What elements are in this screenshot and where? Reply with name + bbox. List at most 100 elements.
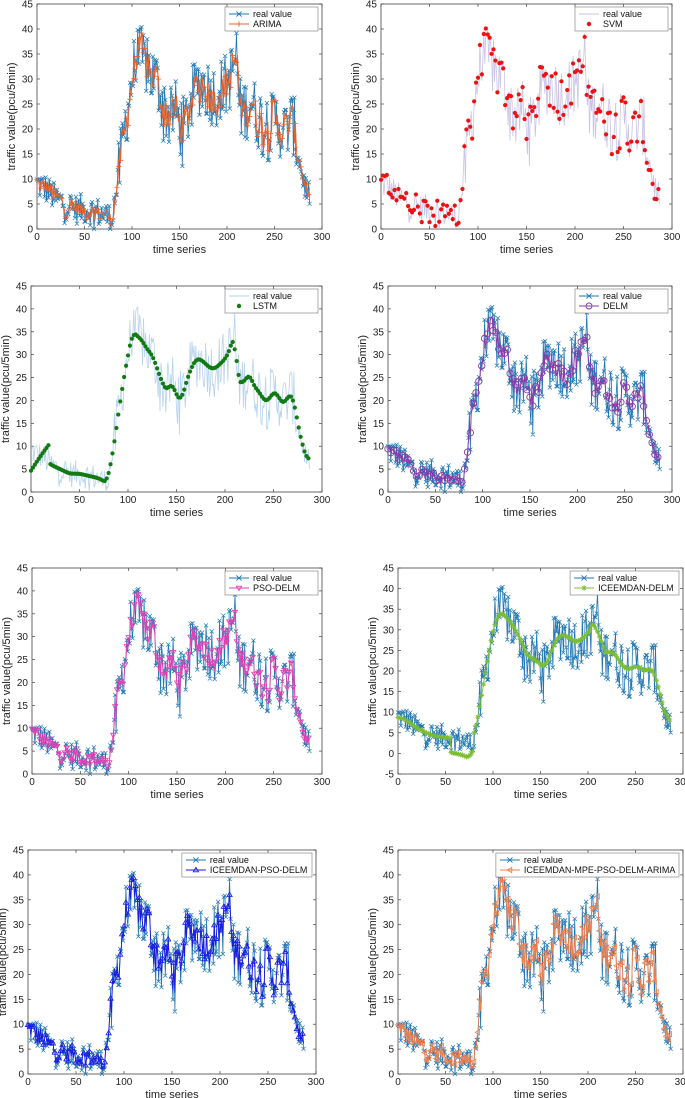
data-point — [438, 1042, 444, 1050]
data-point — [448, 207, 453, 213]
data-point — [440, 1048, 446, 1056]
data-point — [600, 97, 605, 102]
data-point — [564, 634, 570, 640]
data-point — [55, 752, 63, 758]
y-tick-label: 30 — [373, 350, 385, 361]
data-point — [551, 105, 556, 111]
data-point — [574, 68, 580, 73]
data-point — [138, 30, 145, 36]
data-point — [512, 110, 517, 116]
data-point — [494, 616, 500, 622]
data-point — [122, 899, 130, 905]
data-point — [466, 1055, 473, 1062]
data-point — [86, 762, 94, 768]
data-point — [149, 942, 157, 949]
data-point — [429, 469, 438, 477]
data-point — [456, 751, 462, 757]
data-point — [392, 187, 397, 193]
data-point — [600, 377, 608, 385]
legend-swatch-marker — [586, 21, 592, 27]
data-point — [501, 882, 507, 890]
x-tick-label: 50 — [74, 495, 86, 506]
data-point — [296, 158, 302, 164]
legend-swatch-marker — [585, 302, 593, 310]
data-point — [583, 333, 591, 341]
x-tick-label: 300 — [314, 777, 331, 788]
data-point — [114, 425, 119, 431]
data-point — [431, 733, 437, 739]
y-tick-label: 30 — [13, 920, 25, 931]
data-point — [433, 223, 438, 229]
data-point — [633, 110, 638, 115]
data-point — [509, 621, 515, 628]
data-point — [568, 367, 577, 375]
data-point — [233, 639, 241, 645]
legend-label: LSTM — [253, 301, 277, 311]
data-point — [214, 112, 221, 118]
y-tick-label: 35 — [366, 50, 378, 61]
data-point — [46, 443, 51, 448]
data-point — [610, 650, 616, 656]
y-axis-label: traffic value(pcu/5min) — [357, 335, 369, 443]
y-tick-label: 20 — [383, 667, 395, 678]
data-point — [662, 1033, 669, 1040]
data-point — [607, 110, 613, 115]
data-point — [135, 592, 142, 598]
data-point — [122, 374, 127, 380]
data-point — [532, 105, 537, 110]
data-point — [479, 72, 484, 77]
data-point — [659, 699, 665, 705]
data-point — [306, 191, 312, 197]
data-point — [232, 347, 237, 352]
x-tick-label: 100 — [116, 1077, 133, 1088]
legend-label: ICEEMDAN-DELM — [598, 583, 674, 593]
data-point — [187, 634, 194, 641]
data-point — [189, 364, 195, 370]
data-point — [121, 662, 129, 669]
data-point — [637, 382, 645, 390]
data-point — [126, 884, 134, 890]
data-point — [417, 211, 422, 216]
data-point — [580, 64, 585, 69]
data-point — [639, 983, 646, 991]
data-point — [231, 609, 239, 616]
data-point — [511, 624, 517, 631]
data-point — [49, 1039, 57, 1046]
data-point — [257, 962, 264, 968]
data-point — [288, 394, 294, 399]
legend-box — [224, 6, 319, 32]
data-point — [191, 629, 198, 635]
data-point — [116, 163, 122, 170]
data-point — [78, 1060, 86, 1067]
data-point — [551, 643, 557, 649]
data-point — [89, 1053, 97, 1060]
data-point — [570, 637, 576, 643]
data-point — [137, 903, 145, 910]
x-tick-label: 300 — [664, 495, 681, 506]
data-point — [287, 660, 295, 667]
data-point — [32, 1033, 39, 1040]
y-axis-label: traffic value(pcu/5min) — [6, 62, 18, 170]
data-point — [289, 105, 295, 111]
data-point — [245, 663, 252, 670]
data-point — [82, 1061, 89, 1068]
data-point — [74, 200, 80, 206]
y-tick-label: 45 — [383, 846, 395, 857]
data-point — [190, 102, 196, 108]
data-point — [177, 662, 185, 669]
data-point — [432, 476, 440, 485]
plot-area — [380, 3, 673, 230]
data-point — [448, 749, 454, 756]
x-axis-label: time series — [153, 244, 207, 256]
data-point — [645, 430, 653, 439]
data-point — [420, 728, 426, 734]
data-point — [300, 442, 305, 447]
data-point — [563, 944, 570, 952]
data-point — [65, 1057, 72, 1064]
data-point — [61, 750, 69, 757]
data-point — [631, 115, 636, 120]
data-point — [658, 1013, 665, 1021]
data-point — [470, 1058, 477, 1066]
data-point — [594, 383, 602, 391]
